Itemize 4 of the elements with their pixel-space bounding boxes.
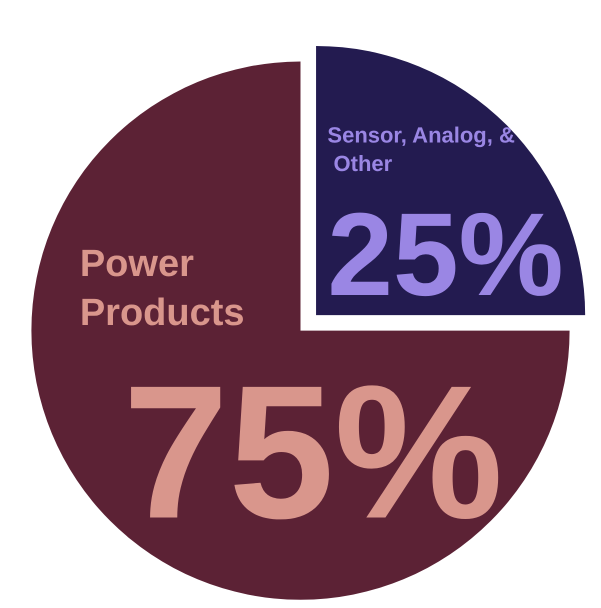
data-label: 75% — [122, 346, 504, 559]
data-label: 25% — [327, 189, 564, 322]
slice-label: Power Products — [80, 242, 245, 334]
slice-label: Sensor, Analog, & Other — [327, 122, 515, 176]
